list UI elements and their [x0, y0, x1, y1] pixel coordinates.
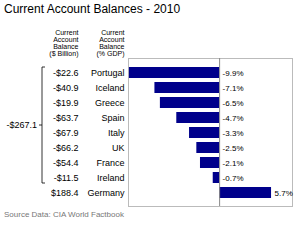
svg-text:-$63.7: -$63.7 — [53, 113, 79, 123]
html-text:Source Data: CIA World Factboo: Source Data: CIA World Factbook — [4, 210, 124, 219]
svg-text:-2.5%: -2.5% — [223, 144, 244, 153]
svg-text:-9.9%: -9.9% — [223, 69, 244, 78]
html-text:Current Account Balances - 201: Current Account Balances - 2010 — [4, 2, 181, 16]
svg-text:Portugal: Portugal — [91, 68, 125, 78]
svg-text:$188.4: $188.4 — [51, 188, 79, 198]
svg-text:5.7%: 5.7% — [275, 189, 293, 198]
svg-text:-$19.9: -$19.9 — [53, 98, 79, 108]
svg-text:-$54.4: -$54.4 — [53, 158, 79, 168]
svg-text:-$66.2: -$66.2 — [53, 143, 79, 153]
svg-text:Iceland: Iceland — [95, 83, 124, 93]
svg-text:France: France — [96, 158, 124, 168]
svg-text:Italy: Italy — [108, 128, 125, 138]
svg-text:-6.5%: -6.5% — [223, 99, 244, 108]
svg-text:CurrentAccountBalance(% GDP): CurrentAccountBalance(% GDP) — [97, 29, 125, 58]
svg-text:-$22.6: -$22.6 — [53, 68, 79, 78]
svg-text:-7.1%: -7.1% — [223, 84, 244, 93]
svg-text:-$40.9: -$40.9 — [53, 83, 79, 93]
svg-text:Greece: Greece — [95, 98, 125, 108]
svg-text:-$11.5: -$11.5 — [54, 173, 79, 183]
svg-text:Spain: Spain — [101, 113, 124, 123]
svg-text:CurrentAccountBalance($ Billio: CurrentAccountBalance($ Billion) — [49, 29, 78, 58]
svg-text:-$267.1: -$267.1 — [6, 120, 37, 130]
svg-text:-3.3%: -3.3% — [223, 129, 244, 138]
svg-text:-4.7%: -4.7% — [223, 114, 244, 123]
svg-text:Germany: Germany — [87, 188, 125, 198]
svg-text:-2.1%: -2.1% — [223, 159, 244, 168]
svg-text:UK: UK — [112, 143, 125, 153]
svg-text:Ireland: Ireland — [97, 173, 125, 183]
svg-text:-0.7%: -0.7% — [223, 174, 244, 183]
svg-text:-$67.9: -$67.9 — [53, 128, 79, 138]
